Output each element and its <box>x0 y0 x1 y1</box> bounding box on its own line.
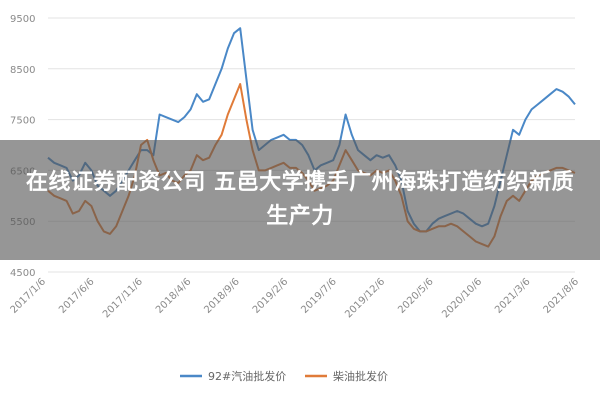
x-tick-label: 2017/1/6 <box>9 276 49 316</box>
x-tick-label: 2019/2/6 <box>251 276 291 316</box>
x-tick-label: 2018/9/6 <box>202 276 242 316</box>
legend: 92#汽油批发价 柴油批发价 <box>180 369 388 383</box>
x-tick-label: 2017/6/6 <box>57 276 97 316</box>
legend-label-0: 92#汽油批发价 <box>208 369 286 383</box>
x-tick-label: 2021/3/6 <box>493 276 533 316</box>
overlay-title: 在线证券配资公司 五邑大学携手广州海珠打造纺织新质生产力 <box>25 169 575 229</box>
x-tick-label: 2021/8/6 <box>542 276 582 316</box>
x-tick-label: 2020/5/6 <box>396 276 436 316</box>
x-tick-label: 2017/11/6 <box>101 276 145 320</box>
x-tick-label: 2019/12/6 <box>343 276 387 320</box>
x-axis: 2017/1/6 2017/6/6 2017/11/6 2018/4/6 2018/9/… <box>9 276 582 320</box>
x-tick-label: 2018/4/6 <box>154 276 194 316</box>
x-tick-label: 2020/10/6 <box>440 276 484 320</box>
y-tick-label: 9500 <box>10 14 35 25</box>
x-tick-label: 2019/7/6 <box>299 276 339 316</box>
legend-label-1: 柴油批发价 <box>333 369 388 383</box>
y-tick-label: 4500 <box>10 268 35 279</box>
y-tick-label: 7500 <box>10 116 35 127</box>
y-tick-label: 8500 <box>10 65 35 76</box>
title-overlay: 在线证券配资公司 五邑大学携手广州海珠打造纺织新质生产力 <box>0 140 600 260</box>
